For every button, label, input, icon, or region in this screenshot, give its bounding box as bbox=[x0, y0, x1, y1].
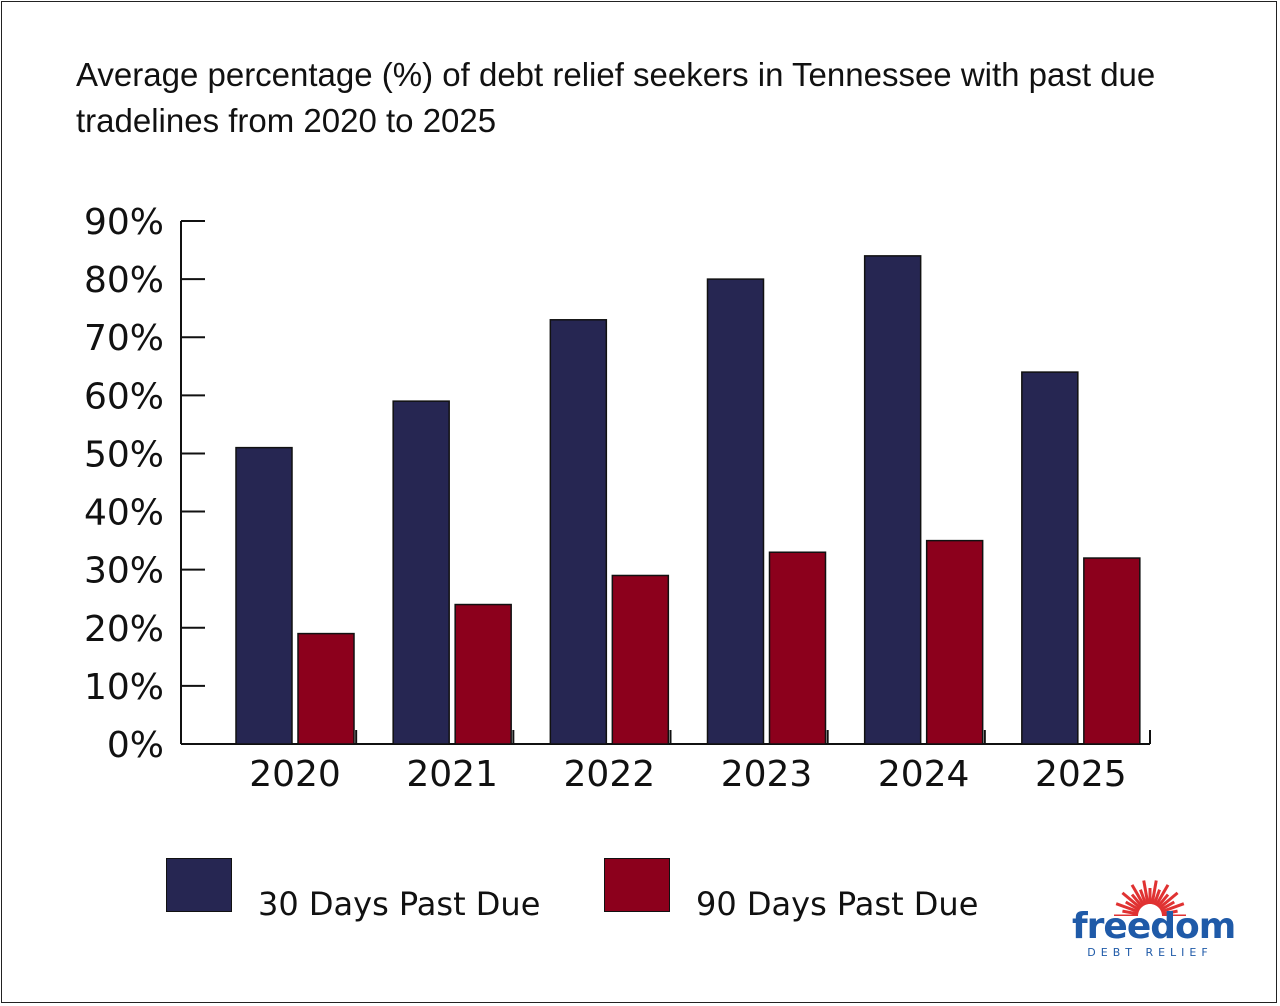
legend-item-30-days: 30 Days Past Due bbox=[166, 858, 540, 920]
y-tick-label: 90% bbox=[84, 202, 164, 243]
bar-30-days-2023 bbox=[706, 278, 765, 745]
sun-ray bbox=[1130, 884, 1146, 907]
y-tick-label: 10% bbox=[84, 667, 164, 708]
bar-30-days-2020 bbox=[235, 446, 293, 745]
sunburst-icon bbox=[1114, 880, 1186, 916]
bar-90-days-2020 bbox=[297, 632, 355, 745]
logo-tagline: DEBT RELIEF bbox=[1087, 946, 1213, 959]
logo-wordmark: freedom bbox=[1072, 906, 1236, 947]
sun-ray bbox=[1121, 891, 1142, 910]
sun-ray bbox=[1150, 880, 1158, 905]
sun-ray bbox=[1154, 884, 1170, 907]
y-tick-label: 30% bbox=[84, 551, 164, 592]
bar-30-days-2024 bbox=[863, 255, 922, 745]
bar-30-days-2022 bbox=[549, 319, 608, 745]
x-tick-label: 2025 bbox=[1035, 754, 1127, 795]
sun-ray bbox=[1139, 889, 1148, 906]
bar-30-days-2025 bbox=[1021, 371, 1079, 745]
sun-ray bbox=[1142, 880, 1150, 905]
sun-ray bbox=[1159, 900, 1175, 912]
sun-ray bbox=[1115, 902, 1140, 914]
y-tick-label: 40% bbox=[84, 493, 164, 534]
y-tick-label: 80% bbox=[84, 260, 164, 301]
y-tick-label: 20% bbox=[84, 609, 164, 650]
y-tick-label: 0% bbox=[107, 725, 164, 766]
sun-ray bbox=[1125, 900, 1141, 912]
x-tick-label: 2021 bbox=[406, 754, 498, 795]
x-tick-label: 2020 bbox=[249, 754, 341, 795]
sun-ray bbox=[1122, 909, 1139, 916]
y-tick-label: 60% bbox=[84, 376, 164, 417]
legend-label-90-days: 90 Days Past Due bbox=[696, 885, 979, 923]
bar-90-days-2024 bbox=[925, 539, 984, 745]
sun-ray bbox=[1156, 893, 1170, 908]
bar-90-days-2022 bbox=[611, 574, 670, 745]
sun-ray bbox=[1161, 909, 1178, 916]
bars bbox=[235, 255, 1141, 745]
sun-ray bbox=[1160, 902, 1185, 914]
bar-90-days-2023 bbox=[768, 551, 827, 745]
y-tick-label: 70% bbox=[84, 318, 164, 359]
legend-label-30-days: 30 Days Past Due bbox=[258, 885, 541, 923]
y-tick-label: 50% bbox=[84, 434, 164, 475]
chart-title: Average percentage (%) of debt relief se… bbox=[76, 56, 1156, 139]
bar-90-days-2025 bbox=[1083, 557, 1141, 745]
sun-ray bbox=[1130, 893, 1144, 908]
y-axis: 0% 10% 20% 30% 40% 50% 60% 70% 80% 90% bbox=[84, 202, 205, 766]
bar-30-days-2021 bbox=[392, 400, 450, 745]
sun-ray bbox=[1158, 891, 1179, 910]
legend-swatch-90-days bbox=[604, 858, 670, 912]
x-tick-label: 2024 bbox=[878, 754, 970, 795]
x-tick-label: 2023 bbox=[721, 754, 813, 795]
freedom-debt-relief-logo: freedom DEBT RELIEF bbox=[1072, 876, 1236, 966]
sun-ray bbox=[1152, 889, 1161, 906]
legend-swatch-30-days bbox=[166, 858, 232, 912]
legend-item-90-days: 90 Days Past Due bbox=[604, 858, 978, 920]
x-tick-label: 2022 bbox=[564, 754, 656, 795]
bar-90-days-2021 bbox=[454, 603, 512, 745]
